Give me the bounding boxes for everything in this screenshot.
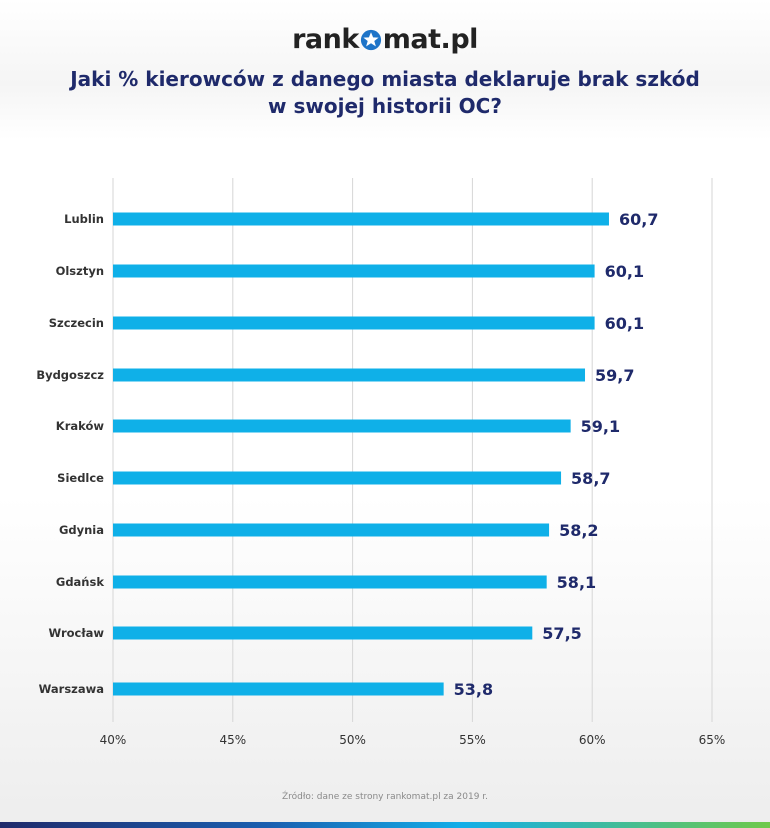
x-tick-label: 45%: [219, 733, 246, 747]
category-label: Bydgoszcz: [36, 368, 104, 382]
value-label: 60,7: [619, 210, 658, 229]
x-tick-label: 60%: [579, 733, 606, 747]
value-label: 57,5: [542, 624, 581, 643]
category-label: Lublin: [64, 212, 104, 226]
chart-title: Jaki % kierowców z danego miasta deklaru…: [0, 66, 770, 120]
category-label: Wrocław: [48, 626, 104, 640]
bar: [113, 471, 562, 485]
bar: [113, 368, 586, 382]
category-label: Szczecin: [49, 316, 104, 330]
value-label: 59,7: [595, 366, 634, 385]
bar: [113, 626, 533, 640]
x-tick-label: 40%: [100, 733, 127, 747]
bottom-gradient-bar: [0, 822, 770, 828]
x-tick-label: 50%: [339, 733, 366, 747]
bar: [113, 316, 595, 330]
bar: [113, 575, 547, 589]
value-label: 53,8: [454, 680, 493, 699]
logo-text-left: rank: [292, 24, 359, 55]
value-label: 58,2: [559, 521, 598, 540]
logo: rank mat.pl: [0, 24, 770, 55]
category-label: Warszawa: [39, 682, 104, 696]
chart-title-line-1: Jaki % kierowców z danego miasta deklaru…: [70, 67, 700, 91]
category-label: Olsztyn: [56, 264, 104, 278]
star-logo-icon: [360, 29, 381, 51]
bar: [113, 419, 571, 433]
value-label: 58,1: [557, 573, 596, 592]
bar: [113, 523, 550, 537]
value-label: 60,1: [605, 314, 644, 333]
category-label: Kraków: [56, 419, 105, 433]
value-label: 58,7: [571, 469, 610, 488]
value-label: 60,1: [605, 262, 644, 281]
category-label: Siedlce: [57, 471, 104, 485]
bar: [113, 212, 609, 226]
header-band: [0, 0, 770, 140]
category-label: Gdańsk: [56, 575, 104, 589]
bar: [113, 682, 444, 696]
category-label: Gdynia: [59, 523, 104, 537]
logo-text-right: mat.pl: [382, 24, 479, 55]
chart-title-line-2: w swojej historii OC?: [268, 94, 502, 118]
source-note: Źródło: dane ze strony rankomat.pl za 20…: [281, 792, 489, 802]
x-tick-label: 65%: [699, 733, 726, 747]
x-tick-label: 55%: [459, 733, 486, 747]
value-label: 59,1: [581, 417, 620, 436]
bar: [113, 264, 595, 278]
